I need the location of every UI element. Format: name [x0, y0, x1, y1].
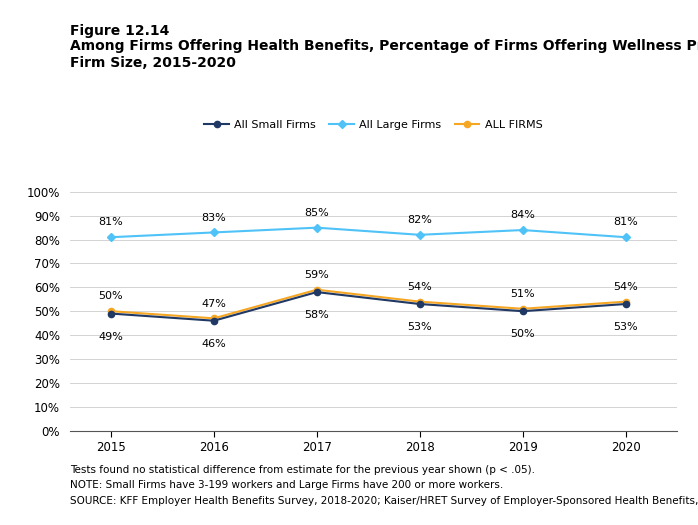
Text: 58%: 58% [304, 310, 329, 320]
Text: 53%: 53% [614, 322, 638, 332]
Text: 83%: 83% [202, 213, 226, 223]
Legend: All Small Firms, All Large Firms, ALL FIRMS: All Small Firms, All Large Firms, ALL FI… [200, 116, 547, 135]
Text: Figure 12.14: Figure 12.14 [70, 24, 169, 38]
Text: 81%: 81% [98, 217, 124, 227]
Text: 85%: 85% [304, 208, 329, 218]
Text: 49%: 49% [98, 332, 124, 342]
Text: 81%: 81% [614, 217, 638, 227]
Text: 53%: 53% [408, 322, 432, 332]
Text: SOURCE: KFF Employer Health Benefits Survey, 2018-2020; Kaiser/HRET Survey of Em: SOURCE: KFF Employer Health Benefits Sur… [70, 496, 698, 506]
Text: 82%: 82% [408, 215, 432, 225]
Text: 54%: 54% [614, 282, 638, 292]
Text: Among Firms Offering Health Benefits, Percentage of Firms Offering Wellness Prog: Among Firms Offering Health Benefits, Pe… [70, 39, 698, 54]
Text: Tests found no statistical difference from estimate for the previous year shown : Tests found no statistical difference fr… [70, 465, 535, 475]
Text: 54%: 54% [408, 282, 432, 292]
Text: 51%: 51% [510, 289, 535, 299]
Text: NOTE: Small Firms have 3-199 workers and Large Firms have 200 or more workers.: NOTE: Small Firms have 3-199 workers and… [70, 480, 503, 490]
Text: 59%: 59% [304, 270, 329, 280]
Text: 84%: 84% [510, 211, 535, 220]
Text: 50%: 50% [98, 291, 124, 301]
Text: 46%: 46% [202, 339, 226, 349]
Text: 50%: 50% [510, 329, 535, 339]
Text: 47%: 47% [202, 299, 226, 309]
Text: Firm Size, 2015-2020: Firm Size, 2015-2020 [70, 56, 236, 70]
